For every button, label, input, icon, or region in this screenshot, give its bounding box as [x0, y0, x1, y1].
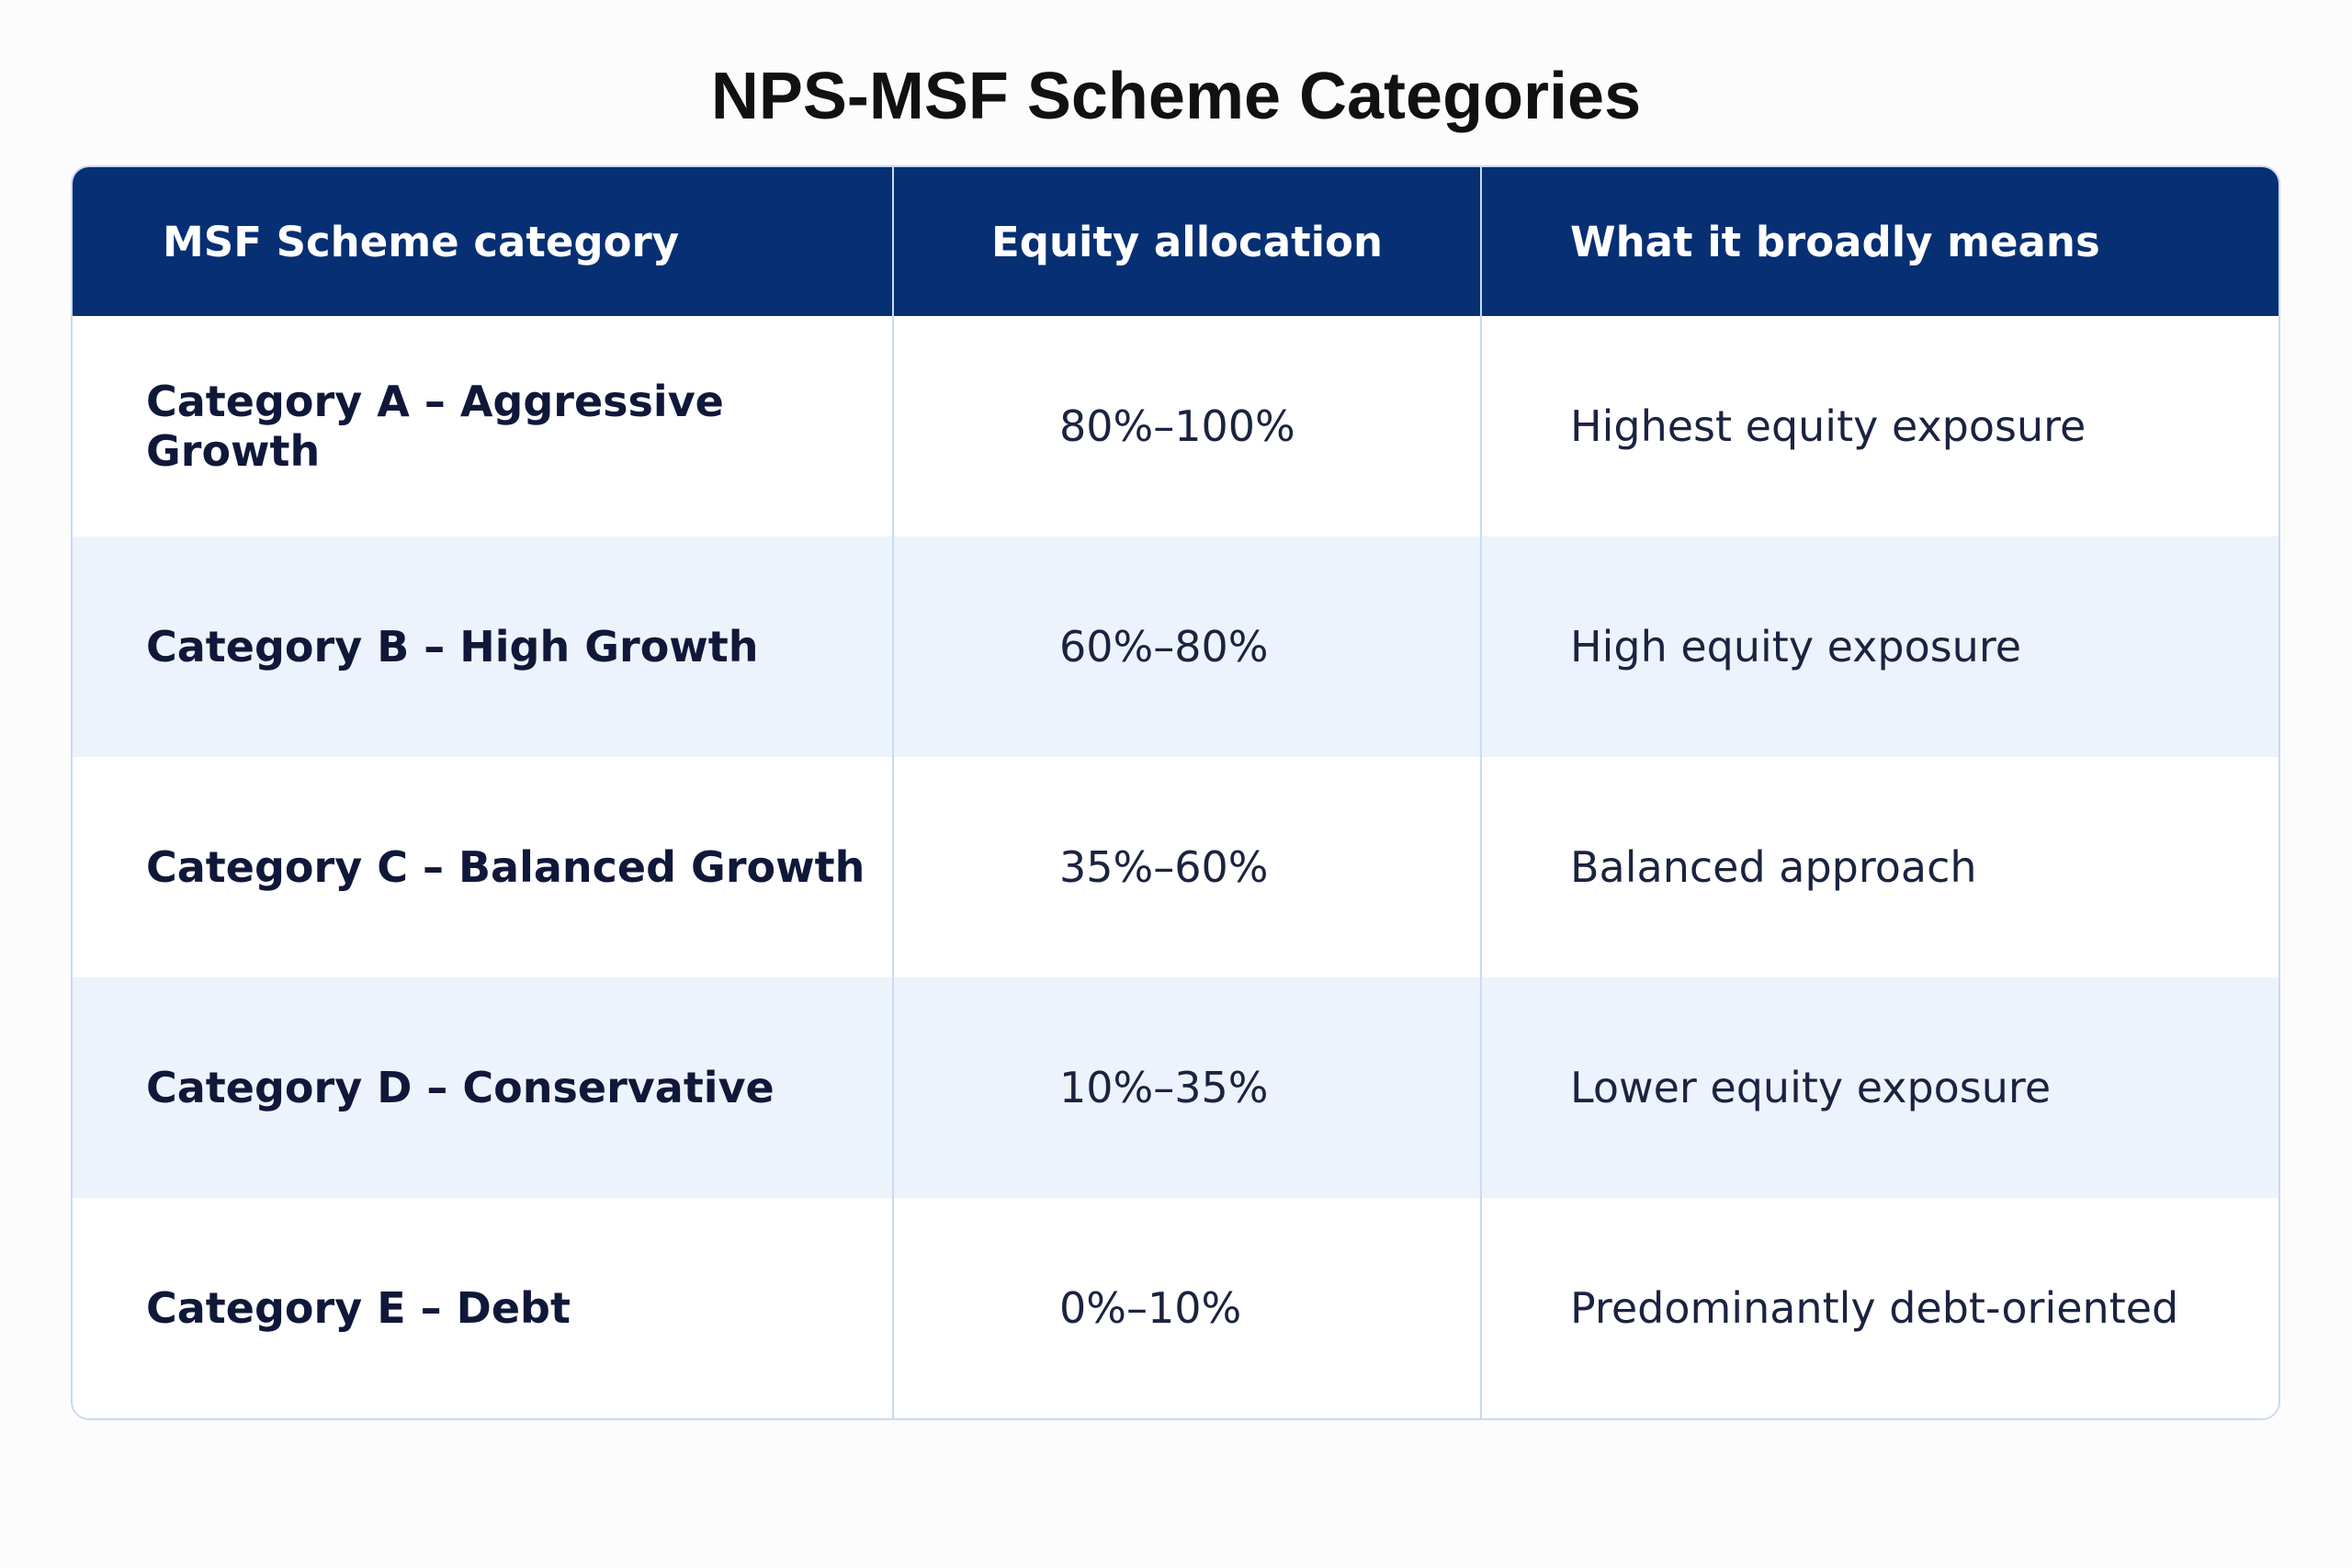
table-row: Category A – Aggressive Growth 80%–100% … — [73, 316, 2278, 536]
equity-cell: 0%–10% — [893, 1198, 1482, 1418]
meaning-cell: Predominantly debt-oriented — [1570, 1283, 2179, 1333]
category-cell: Category A – Aggressive Growth — [73, 316, 894, 536]
category-cell: Category B – High Growth — [73, 536, 894, 757]
category-cell: Category E – Debt — [73, 1198, 894, 1418]
meaning-cell: Highest equity exposure — [1570, 401, 2086, 451]
table-row: Category D – Conservative 10%–35% Lower … — [73, 977, 2278, 1198]
table-header-row: MSF Scheme category Equity allocation Wh… — [73, 167, 2278, 316]
category-cell: Category D – Conservative — [73, 977, 894, 1198]
meaning-cell: Balanced approach — [1570, 842, 1977, 892]
table-row: Category C – Balanced Growth 35%–60% Bal… — [73, 757, 2278, 977]
equity-cell: 80%–100% — [893, 316, 1482, 536]
scheme-table-card: MSF Scheme category Equity allocation Wh… — [71, 165, 2280, 1420]
equity-cell: 10%–35% — [893, 977, 1482, 1198]
page-title: NPS-MSF Scheme Categories — [710, 60, 1642, 133]
column-header-meaning: What it broadly means — [1570, 217, 2100, 266]
category-cell: Category C – Balanced Growth — [73, 757, 894, 977]
equity-cell: 35%–60% — [893, 757, 1482, 977]
column-header-category: MSF Scheme category — [73, 167, 894, 316]
meaning-cell: Lower equity exposure — [1570, 1063, 2052, 1112]
meaning-cell: High equity exposure — [1570, 622, 2022, 671]
table-row: Category B – High Growth 60%–80% High eq… — [73, 536, 2278, 757]
scheme-categories-table: MSF Scheme category Equity allocation Wh… — [73, 167, 2278, 1418]
equity-cell: 60%–80% — [893, 536, 1482, 757]
table-row: Category E – Debt 0%–10% Predominantly d… — [73, 1198, 2278, 1418]
column-header-equity: Equity allocation — [893, 167, 1482, 316]
